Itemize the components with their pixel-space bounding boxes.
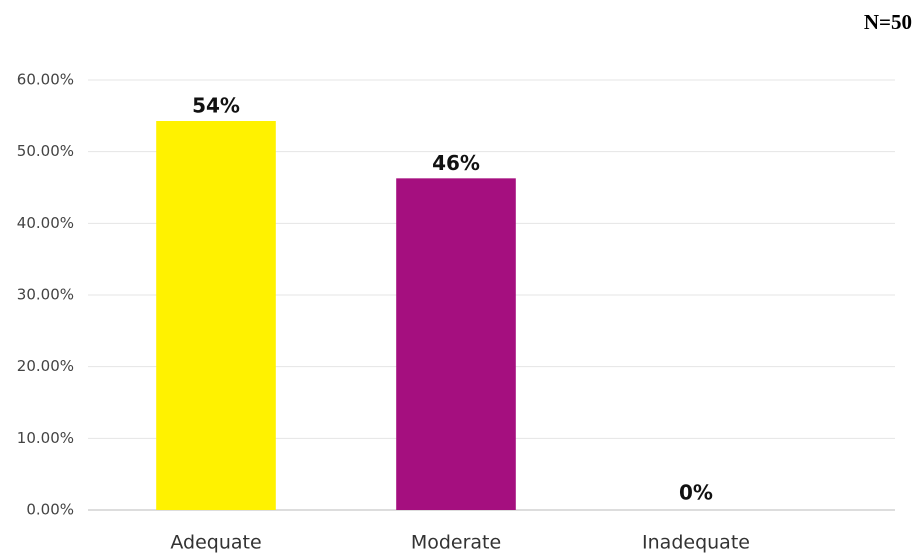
y-tick-label: 60.00% xyxy=(17,71,74,89)
y-tick-label: 10.00% xyxy=(17,429,74,447)
sample-size-note: N=50 xyxy=(864,10,912,34)
x-tick-label: Adequate xyxy=(170,532,261,554)
y-tick-label: 40.00% xyxy=(17,214,74,232)
bar xyxy=(156,121,276,510)
value-label: 46% xyxy=(432,151,480,175)
y-tick-label: 20.00% xyxy=(17,357,74,375)
x-tick-label: Moderate xyxy=(411,532,501,554)
y-tick-label: 0.00% xyxy=(26,501,74,519)
y-tick-label: 30.00% xyxy=(17,286,74,304)
value-label: 54% xyxy=(192,94,240,118)
x-tick-label: Inadequate xyxy=(642,532,750,554)
value-label: 0% xyxy=(679,481,713,505)
y-tick-label: 50.00% xyxy=(17,142,74,160)
bar xyxy=(396,178,516,510)
